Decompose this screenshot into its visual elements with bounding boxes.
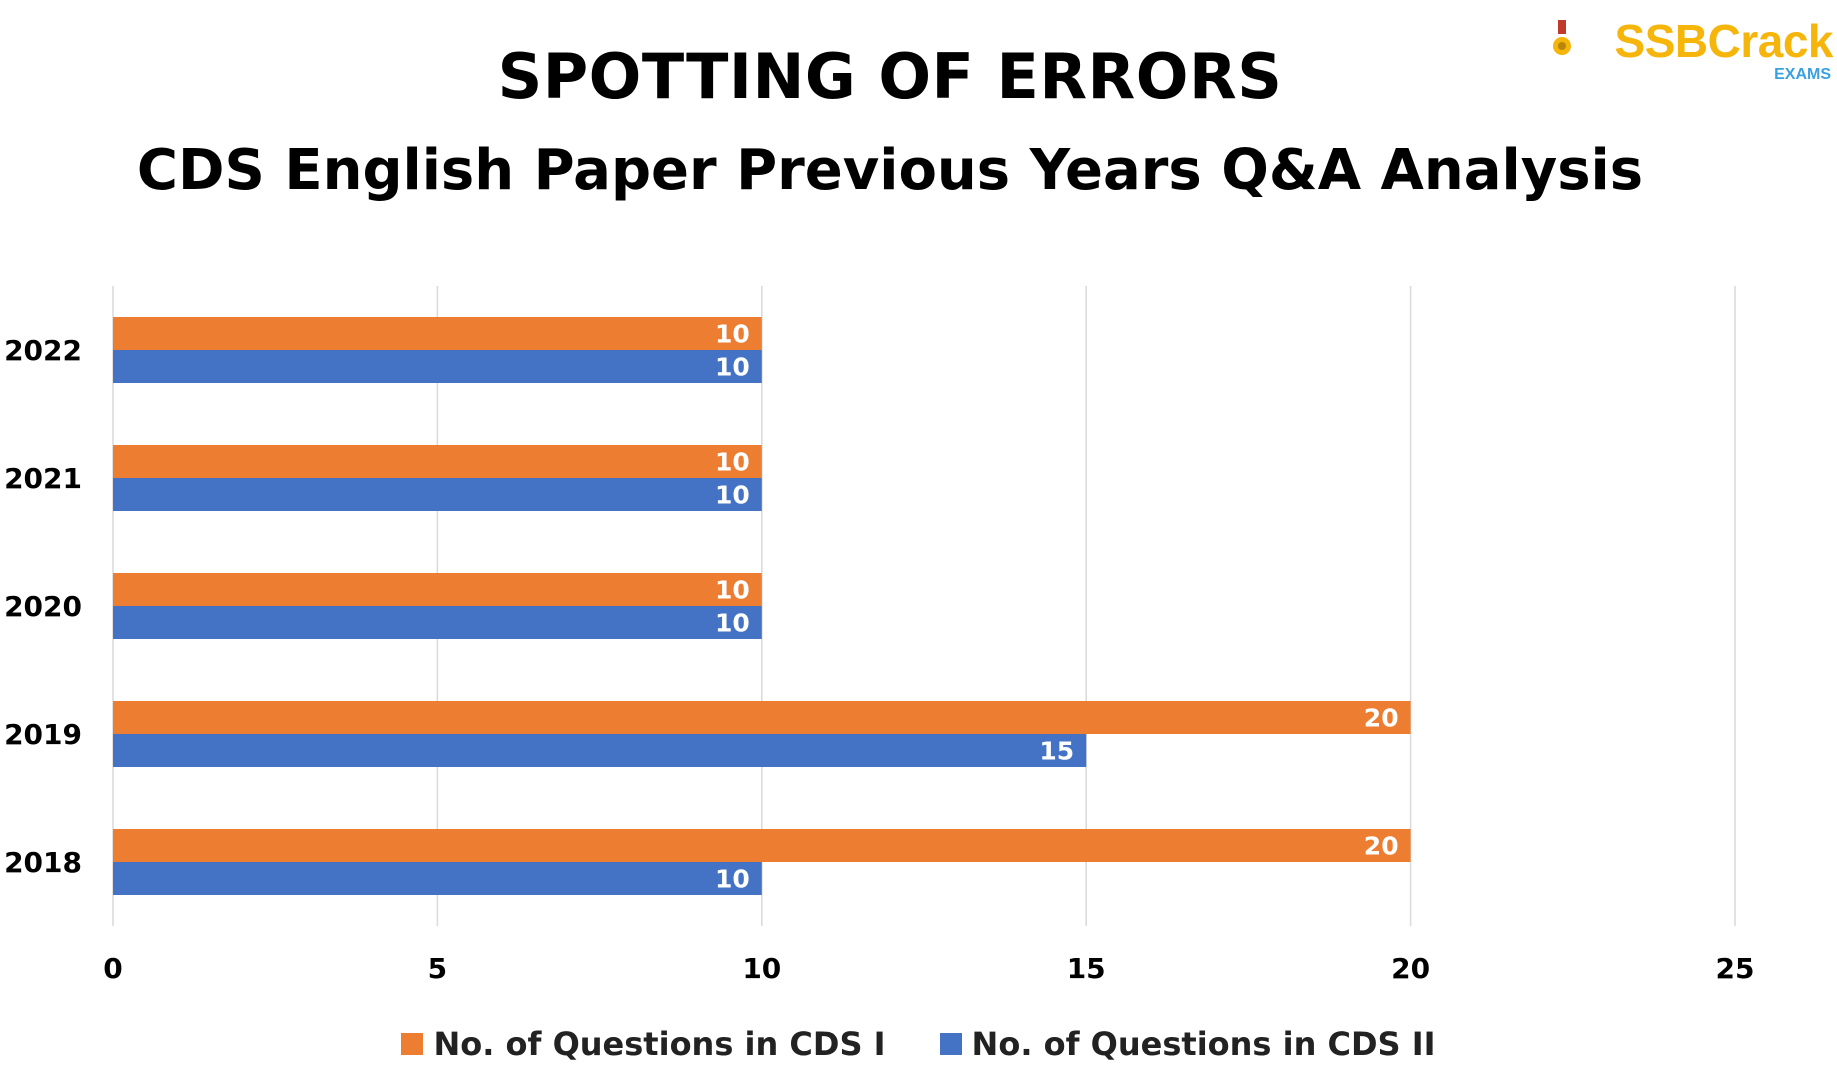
legend-label-cds1: No. of Questions in CDS I (433, 1025, 886, 1063)
bar-2019-series-2 (113, 734, 1087, 767)
bar-2018-series-2 (113, 862, 762, 895)
bar-2022-series-1 (113, 317, 762, 350)
x-tick-label-10: 10 (742, 952, 781, 985)
data-label-2022-series-2: 10 (715, 353, 750, 382)
data-label-2018-series-2: 10 (715, 865, 750, 894)
y-category-label-2021: 2021 (4, 462, 82, 495)
data-label-2018-series-1: 20 (1364, 832, 1399, 861)
data-label-2020-series-2: 10 (715, 609, 750, 638)
legend-label-cds2: No. of Questions in CDS II (971, 1025, 1436, 1063)
legend-item-cds2: No. of Questions in CDS II (939, 1025, 1436, 1063)
data-label-2020-series-1: 10 (715, 576, 750, 605)
y-category-label-2019: 2019 (4, 718, 82, 751)
brand-logo: SSBCrack EXAMS (1533, 14, 1834, 84)
x-tick-label-5: 5 (428, 952, 447, 985)
bar-2022-series-2 (113, 350, 762, 383)
chart-legend: No. of Questions in CDS I No. of Questio… (0, 1025, 1837, 1063)
y-category-label-2018: 2018 (4, 846, 82, 879)
chart-title: SPOTTING OF ERRORS (497, 40, 1283, 113)
data-label-2019-series-2: 15 (1039, 737, 1074, 766)
legend-item-cds1: No. of Questions in CDS I (401, 1025, 886, 1063)
x-tick-label-25: 25 (1716, 952, 1755, 985)
data-label-2019-series-1: 20 (1364, 704, 1399, 733)
medal-icon (1553, 20, 1571, 55)
data-label-2021-series-1: 10 (715, 448, 750, 477)
legend-swatch-cds1 (401, 1033, 424, 1055)
legend-swatch-cds2 (939, 1033, 962, 1055)
bar-2020-series-1 (113, 573, 762, 606)
bar-2021-series-1 (113, 445, 762, 478)
chart-subtitle: CDS English Paper Previous Years Q&A Ana… (136, 138, 1644, 203)
y-category-label-2020: 2020 (4, 590, 82, 623)
bar-2018-series-1 (113, 829, 1411, 862)
bar-2021-series-2 (113, 478, 762, 511)
data-label-2022-series-1: 10 (715, 320, 750, 349)
y-category-label-2022: 2022 (4, 334, 82, 367)
logo-sub-text: EXAMS (1774, 66, 1831, 83)
bar-2020-series-2 (113, 606, 762, 639)
x-tick-label-15: 15 (1067, 952, 1106, 985)
logo-brand-text: SSBCrack (1614, 15, 1834, 67)
data-label-2021-series-2: 10 (715, 481, 750, 510)
x-tick-label-0: 0 (103, 952, 122, 985)
x-tick-label-20: 20 (1391, 952, 1430, 985)
bar-2019-series-1 (113, 701, 1411, 734)
